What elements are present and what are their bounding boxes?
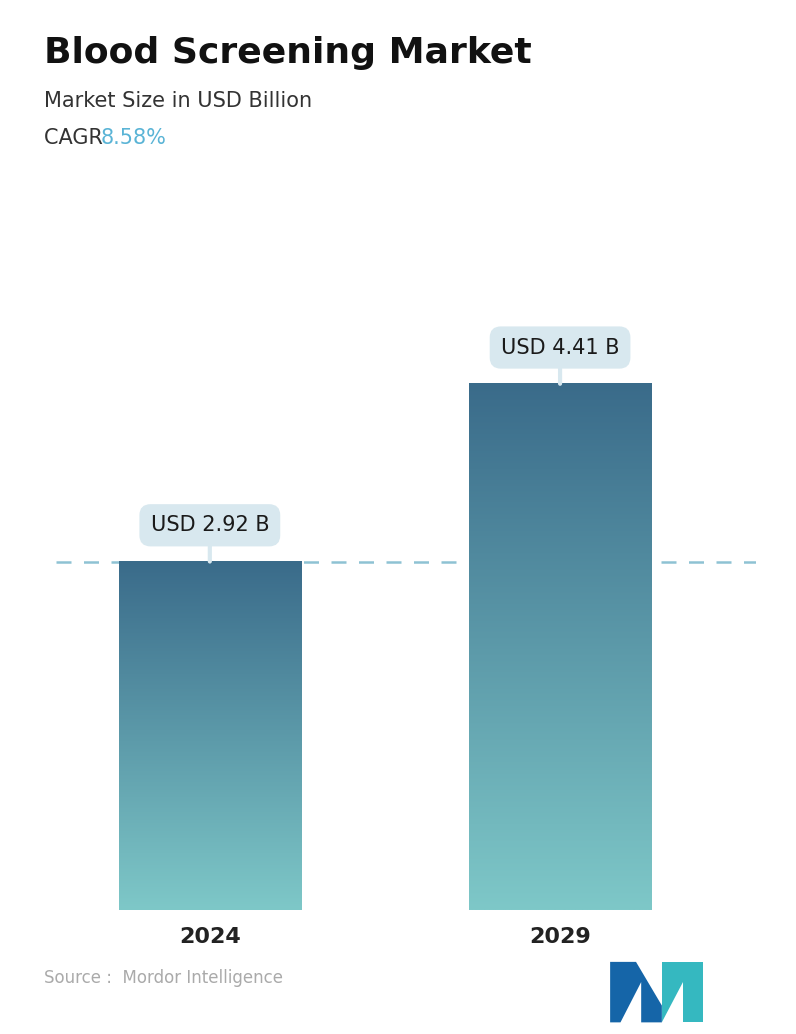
Text: CAGR: CAGR <box>44 128 109 148</box>
Polygon shape <box>611 962 662 1023</box>
Text: Blood Screening Market: Blood Screening Market <box>44 36 532 70</box>
Text: Source :  Mordor Intelligence: Source : Mordor Intelligence <box>44 970 283 987</box>
Text: USD 2.92 B: USD 2.92 B <box>150 515 269 561</box>
Text: USD 4.41 B: USD 4.41 B <box>501 337 619 384</box>
Polygon shape <box>662 962 704 1023</box>
Text: Market Size in USD Billion: Market Size in USD Billion <box>44 91 312 111</box>
Text: 8.58%: 8.58% <box>101 128 167 148</box>
